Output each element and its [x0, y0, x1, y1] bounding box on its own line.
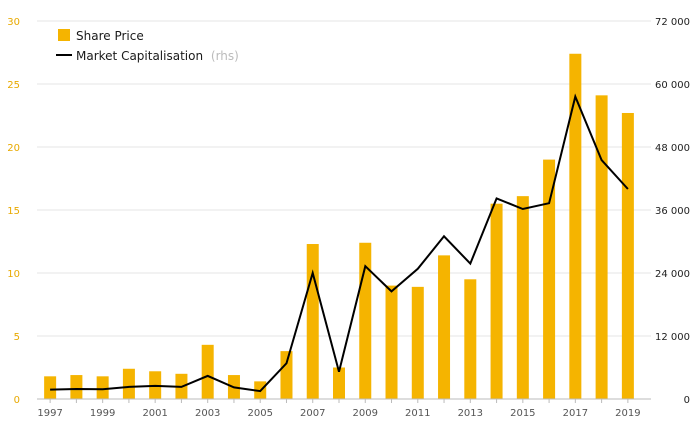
line-market-capitalisation: [50, 93, 629, 393]
bar-share-price: [569, 53, 582, 399]
y-right-tick-label: 72 000: [655, 17, 690, 28]
x-tick-label: 2015: [510, 408, 535, 419]
y-left-tick-label: 25: [7, 80, 20, 91]
bar-share-price: [516, 196, 529, 399]
axes: 0 0 5 12 000 10 24 000 15 36 000 20 48 000 25 60 00…: [7, 17, 690, 419]
y-left-tick-label: 30: [7, 17, 20, 28]
bar-share-price: [44, 376, 57, 399]
bar-share-price: [70, 375, 83, 399]
y-right-tick-label: 48 000: [655, 143, 690, 154]
y-right-tick-label: 60 000: [655, 80, 690, 91]
y-left-tick-label: 10: [7, 269, 20, 280]
legend-label-share-price: Share Price: [76, 29, 144, 43]
bar-share-price: [280, 351, 293, 399]
y-right-tick-label: 12 000: [655, 332, 690, 343]
x-tick-label: 2003: [195, 408, 220, 419]
legend-label-market-cap-suffix: (rhs): [211, 49, 239, 63]
legend: Share Price Market Capitalisation (rhs): [56, 29, 239, 63]
bar-share-price: [464, 279, 477, 399]
y-left-tick-label: 5: [14, 332, 20, 343]
x-tick-label: 2009: [353, 408, 378, 419]
x-tick-label: 2001: [142, 408, 167, 419]
bar-share-price: [306, 244, 319, 399]
legend-swatch-share-price: [58, 29, 70, 41]
y-left-tick-label: 0: [14, 395, 20, 406]
x-tick-label: 1997: [37, 408, 62, 419]
x-tick-label: 2017: [563, 408, 588, 419]
y-right-tick-label: 0: [684, 395, 690, 406]
x-tick-label: 2011: [405, 408, 430, 419]
bar-share-price: [490, 203, 503, 399]
bar-share-price: [201, 344, 214, 399]
legend-label-market-cap: Market Capitalisation (rhs): [76, 49, 239, 63]
gridlines: [37, 20, 651, 337]
bar-share-price: [595, 95, 608, 399]
legend-label-market-cap-name: Market Capitalisation: [76, 49, 203, 63]
bar-share-price: [122, 368, 135, 399]
bar-share-price: [96, 376, 109, 399]
share-price-bars: [44, 53, 634, 399]
market-cap-line-layer: [50, 93, 629, 393]
y-left-tick-label: 15: [7, 206, 20, 217]
x-tick-label: 2019: [615, 408, 640, 419]
bar-share-price: [385, 285, 398, 399]
y-left-tick-label: 20: [7, 143, 20, 154]
x-tick-label: 2005: [247, 408, 272, 419]
y-right-tick-label: 24 000: [655, 269, 690, 280]
bar-share-price: [333, 367, 345, 399]
bar-share-price: [621, 112, 634, 399]
x-tick-label: 2013: [458, 408, 483, 419]
x-tick-label: 2007: [300, 408, 325, 419]
bar-share-price: [543, 159, 556, 399]
x-tick-label: 1999: [90, 408, 115, 419]
bar-share-price: [438, 255, 451, 399]
y-right-tick-label: 36 000: [655, 206, 690, 217]
bar-share-price: [411, 286, 424, 399]
